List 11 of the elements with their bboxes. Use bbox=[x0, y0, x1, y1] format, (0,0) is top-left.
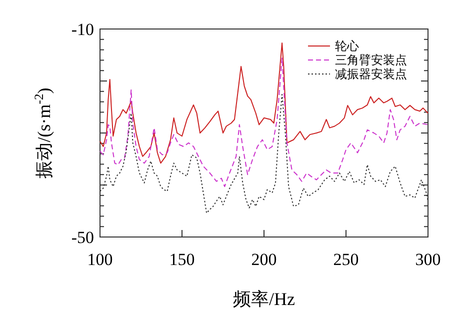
x-tick-label: 100 bbox=[87, 250, 113, 269]
x-tick-label: 200 bbox=[251, 250, 277, 269]
x-tick-label: 300 bbox=[415, 250, 441, 269]
legend-label: 轮心 bbox=[335, 39, 359, 54]
x-tick-label: 250 bbox=[333, 250, 359, 269]
legend-label: 减振器安装点 bbox=[335, 67, 407, 82]
legend-label: 三角臂安装点 bbox=[335, 53, 407, 68]
x-axis-title: 频率/Hz bbox=[233, 289, 295, 309]
y-tick-label: -10 bbox=[71, 20, 94, 39]
y-tick-label: -50 bbox=[71, 228, 94, 247]
x-tick-label: 150 bbox=[169, 250, 195, 269]
